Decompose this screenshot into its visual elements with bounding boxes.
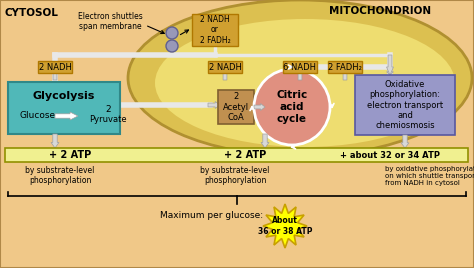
Text: + 2 ATP: + 2 ATP: [224, 150, 266, 160]
Ellipse shape: [254, 69, 330, 145]
Bar: [5, 148, 468, 162]
Text: 2 NADH
or
2 FADH₂: 2 NADH or 2 FADH₂: [200, 15, 230, 45]
Text: Oxidative
phosphorylation:
electron transport
and
chemiosmosis: Oxidative phosphorylation: electron tran…: [367, 80, 443, 130]
Text: + about 32 or 34 ATP: + about 32 or 34 ATP: [340, 151, 440, 159]
Bar: [192, 14, 238, 46]
Polygon shape: [51, 134, 59, 148]
Bar: [38, 61, 72, 73]
Polygon shape: [386, 55, 393, 75]
Polygon shape: [208, 102, 220, 109]
Polygon shape: [261, 134, 269, 148]
Text: 2
Acetyl
CoA: 2 Acetyl CoA: [223, 92, 249, 122]
Circle shape: [166, 27, 178, 39]
Text: 2 NADH: 2 NADH: [209, 62, 241, 72]
Text: Pyruvate: Pyruvate: [89, 116, 127, 125]
Bar: [283, 61, 317, 73]
Text: 6 NADH: 6 NADH: [283, 62, 317, 72]
Polygon shape: [401, 135, 409, 148]
Polygon shape: [221, 69, 228, 80]
Text: About
36 or 38 ATP: About 36 or 38 ATP: [258, 216, 312, 236]
Bar: [208, 61, 242, 73]
Text: by substrate-level
phosphorylation: by substrate-level phosphorylation: [25, 166, 95, 185]
Polygon shape: [254, 103, 265, 110]
Polygon shape: [55, 112, 78, 120]
Text: 2: 2: [105, 106, 111, 114]
Ellipse shape: [128, 0, 472, 156]
Bar: [355, 75, 455, 135]
Bar: [328, 61, 362, 73]
Text: Maximum per glucose:: Maximum per glucose:: [160, 210, 263, 219]
Polygon shape: [263, 204, 307, 248]
Text: Citric
acid
cycle: Citric acid cycle: [276, 90, 308, 124]
Text: Electron shuttles
span membrane: Electron shuttles span membrane: [78, 12, 142, 31]
Polygon shape: [297, 69, 303, 80]
Bar: [8, 82, 120, 134]
Text: 2 FADH₂: 2 FADH₂: [328, 62, 362, 72]
Polygon shape: [52, 69, 58, 80]
Text: + 2 ATP: + 2 ATP: [49, 150, 91, 160]
Ellipse shape: [155, 19, 455, 147]
Text: by substrate-level
phosphorylation: by substrate-level phosphorylation: [201, 166, 270, 185]
Polygon shape: [341, 69, 348, 80]
Text: Glucose: Glucose: [20, 111, 56, 121]
Text: by oxidative phosphorylation, depending
on which shuttle transports electrons
fr: by oxidative phosphorylation, depending …: [385, 166, 474, 186]
Text: MITOCHONDRION: MITOCHONDRION: [329, 6, 431, 16]
Text: 2 NADH: 2 NADH: [38, 62, 72, 72]
Circle shape: [166, 40, 178, 52]
Text: CYTOSOL: CYTOSOL: [5, 8, 59, 18]
Text: Glycolysis: Glycolysis: [33, 91, 95, 101]
Polygon shape: [386, 67, 393, 75]
Bar: [218, 90, 254, 124]
